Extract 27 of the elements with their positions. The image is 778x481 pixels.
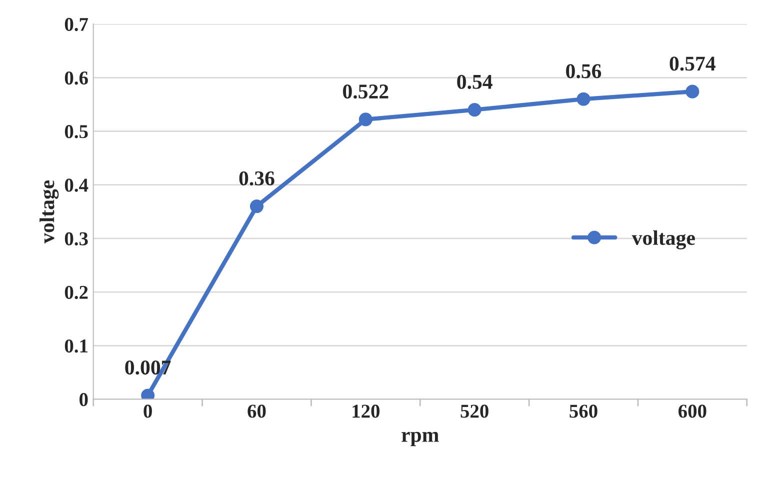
y-axis-title: voltage <box>40 180 59 244</box>
point <box>250 200 264 214</box>
x-tick-label: 560 <box>570 404 598 418</box>
y-tick-label: 0.2 <box>64 286 88 300</box>
y-tick-label: 0.3 <box>64 232 88 246</box>
x-tick-label: 520 <box>460 404 488 418</box>
legend-label: voltage <box>632 230 695 250</box>
data-label: 0.54 <box>457 74 492 89</box>
x-axis-title: rpm <box>402 432 439 446</box>
data-label: 0.56 <box>566 64 602 78</box>
y-tick-label: 0.5 <box>64 125 88 138</box>
point <box>468 103 482 117</box>
y-tick-label: 0 <box>80 393 88 406</box>
x-tick-label: 120 <box>352 404 380 418</box>
y-tick-label: 0.7 <box>64 18 88 32</box>
data-label: 0.574 <box>670 56 716 71</box>
data-label: 0.36 <box>239 171 274 186</box>
point <box>576 92 590 106</box>
y-tick-label: 0.6 <box>64 71 88 85</box>
x-tick-label: 600 <box>678 404 706 418</box>
x-tick-label: 60 <box>248 404 266 418</box>
data-label: 0.522 <box>343 84 388 99</box>
point <box>686 84 700 98</box>
x-tick-label: 0 <box>144 404 152 418</box>
point <box>358 112 372 126</box>
y-tick-label: 0.4 <box>64 178 88 192</box>
y-tick-label: 0.1 <box>64 339 88 353</box>
